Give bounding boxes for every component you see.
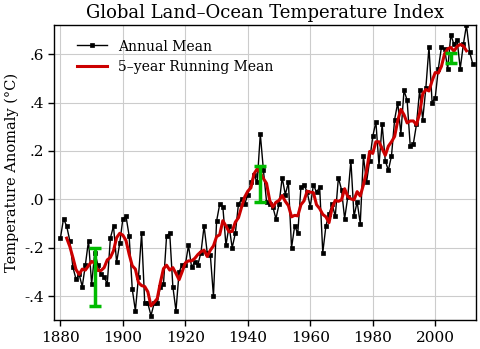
5–year Running Mean: [383, 153, 388, 157]
Annual Mean: [320, 251, 325, 255]
Annual Mean: [58, 236, 63, 240]
Legend: Annual Mean, 5–year Running Mean: Annual Mean, 5–year Running Mean: [71, 34, 279, 80]
5–year Running Mean: [83, 268, 88, 272]
Line: Annual Mean: Annual Mean: [58, 23, 475, 318]
5–year Running Mean: [276, 198, 282, 202]
Title: Global Land–Ocean Temperature Index: Global Land–Ocean Temperature Index: [86, 4, 444, 22]
5–year Running Mean: [64, 236, 70, 240]
Annual Mean: [448, 33, 454, 37]
Annual Mean: [148, 313, 154, 318]
5–year Running Mean: [417, 111, 422, 115]
Annual Mean: [464, 23, 469, 27]
Annual Mean: [470, 62, 476, 66]
Y-axis label: Temperature Anomaly (°C): Temperature Anomaly (°C): [4, 73, 19, 272]
Annual Mean: [85, 238, 91, 243]
5–year Running Mean: [304, 189, 310, 193]
Annual Mean: [332, 214, 338, 218]
5–year Running Mean: [464, 49, 469, 53]
5–year Running Mean: [176, 278, 182, 282]
Annual Mean: [345, 195, 351, 199]
5–year Running Mean: [148, 304, 154, 308]
Annual Mean: [457, 67, 463, 71]
5–year Running Mean: [457, 42, 463, 46]
Line: 5–year Running Mean: 5–year Running Mean: [67, 44, 467, 306]
